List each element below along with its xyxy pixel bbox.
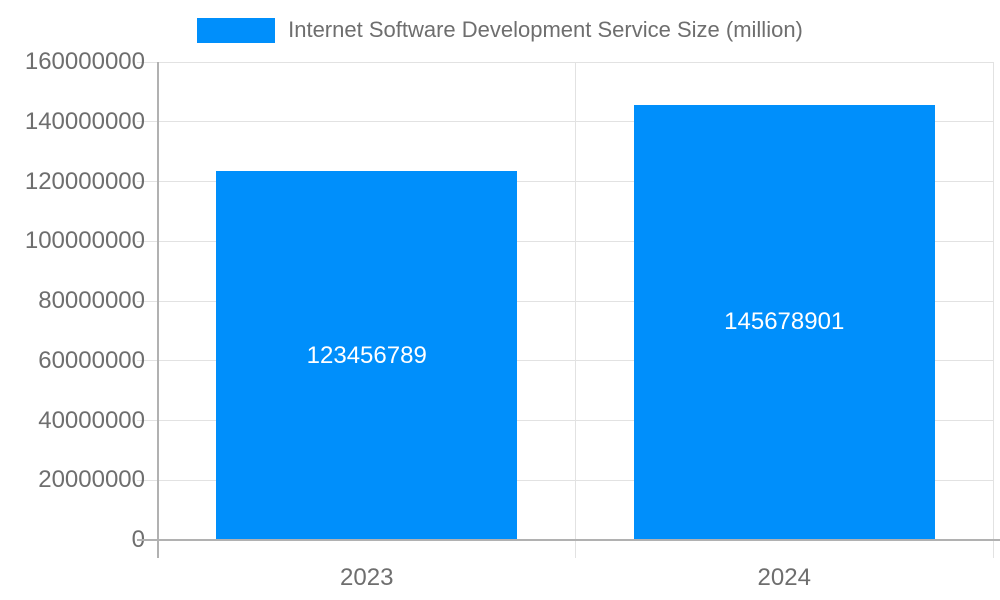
x-axis-label: 2023 xyxy=(340,564,394,591)
y-axis-label: 100000000 xyxy=(24,227,145,255)
bar-2023[interactable] xyxy=(216,171,518,540)
bar-2024[interactable] xyxy=(633,104,935,540)
y-gridline xyxy=(137,300,993,302)
y-axis-label: 160000000 xyxy=(24,48,145,75)
x-gridline xyxy=(575,62,576,558)
y-gridline xyxy=(137,420,993,421)
legend[interactable]: Internet Software Development Service Si… xyxy=(0,14,1000,46)
x-axis-label: 2024 xyxy=(757,564,811,591)
y-axis-label: 80000000 xyxy=(38,287,145,314)
legend-swatch-icon xyxy=(197,17,276,43)
y-axis-label: 140000000 xyxy=(24,107,145,135)
y-axis-label: 20000000 xyxy=(38,466,145,494)
bar-value-label: 123456789 xyxy=(306,341,427,369)
y-gridline xyxy=(137,360,993,362)
x-gridline xyxy=(992,62,994,558)
y-axis-label: 40000000 xyxy=(38,406,145,434)
y-axis-label: 60000000 xyxy=(38,346,145,374)
bar-value-label: 145678901 xyxy=(724,308,845,336)
y-gridline xyxy=(137,240,993,242)
y-gridline xyxy=(137,121,993,123)
y-axis-line xyxy=(157,62,159,558)
y-axis-label: 0 xyxy=(131,526,145,553)
y-gridline xyxy=(137,479,993,481)
y-gridline xyxy=(137,181,993,182)
y-gridline xyxy=(137,61,993,63)
legend-label: Internet Software Development Service Si… xyxy=(288,17,803,42)
y-axis-label: 120000000 xyxy=(24,167,145,195)
x-axis-line xyxy=(137,539,1000,541)
